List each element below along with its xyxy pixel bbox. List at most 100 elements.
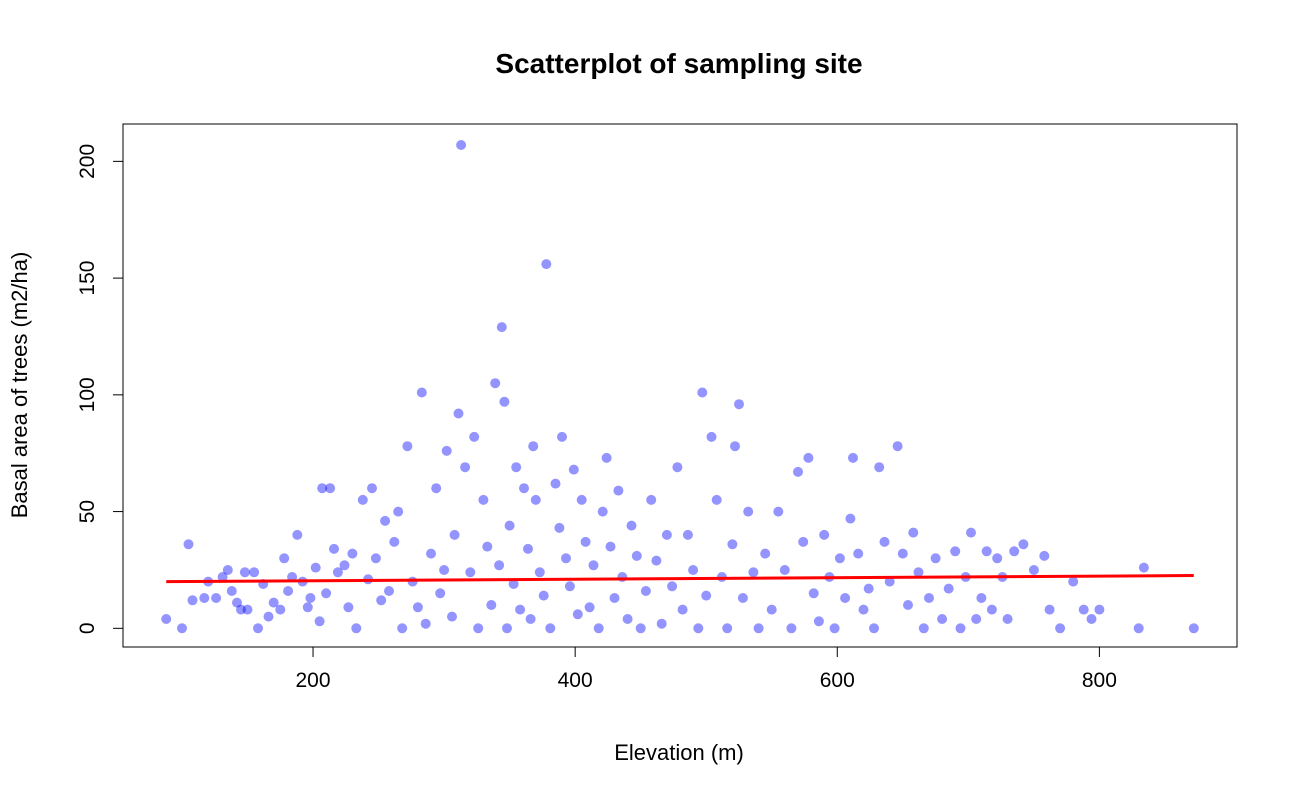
x-axis-label: Elevation (m) xyxy=(614,740,744,765)
x-tick-label: 600 xyxy=(820,669,855,692)
y-tick-label: 50 xyxy=(76,500,99,523)
data-point xyxy=(473,623,484,634)
data-point xyxy=(766,604,777,615)
data-point xyxy=(343,602,354,613)
data-point xyxy=(226,586,237,596)
data-point xyxy=(626,520,637,531)
data-point xyxy=(897,548,908,559)
data-point xyxy=(1078,604,1089,615)
data-point xyxy=(1138,562,1149,573)
data-point xyxy=(439,565,450,575)
data-point xyxy=(478,494,489,505)
data-point xyxy=(380,515,391,526)
data-point xyxy=(431,483,442,494)
x-axis: 200 400 600 800 xyxy=(296,646,1117,692)
data-point xyxy=(711,494,722,505)
data-point xyxy=(682,529,693,540)
data-point xyxy=(635,623,646,634)
x-tick-label: 400 xyxy=(558,669,593,692)
data-point xyxy=(402,441,413,452)
data-point xyxy=(730,441,740,452)
data-point xyxy=(317,483,328,494)
data-point xyxy=(528,441,539,452)
data-point xyxy=(370,553,381,564)
data-point xyxy=(646,494,657,505)
data-point xyxy=(325,483,336,494)
chart-title: Scatterplot of sampling site xyxy=(495,48,862,79)
data-point xyxy=(976,593,987,603)
data-point xyxy=(701,590,712,601)
plot-area-frame xyxy=(122,123,1238,648)
data-point xyxy=(384,586,394,596)
data-point xyxy=(848,452,858,463)
data-point xyxy=(519,483,529,494)
data-point xyxy=(249,567,260,578)
data-point xyxy=(515,604,526,615)
data-point xyxy=(858,604,869,615)
data-point xyxy=(211,593,222,603)
data-point xyxy=(743,506,754,517)
data-point xyxy=(937,614,948,624)
data-point xyxy=(693,623,704,634)
data-point xyxy=(263,611,274,622)
data-point xyxy=(672,462,683,473)
data-point xyxy=(722,623,733,634)
data-point xyxy=(819,529,830,540)
data-point xyxy=(1094,604,1105,615)
data-point xyxy=(275,604,286,615)
data-point xyxy=(798,536,809,547)
data-point xyxy=(177,623,187,634)
data-point xyxy=(393,506,404,517)
data-point xyxy=(966,527,976,538)
data-point xyxy=(588,560,599,571)
data-point xyxy=(734,399,744,410)
data-point xyxy=(593,623,604,634)
data-point xyxy=(688,565,699,575)
data-point xyxy=(840,593,851,603)
data-point xyxy=(572,609,583,620)
data-point xyxy=(496,322,507,333)
data-point xyxy=(803,452,814,463)
data-point xyxy=(697,387,708,398)
data-point xyxy=(530,494,541,505)
data-point xyxy=(753,623,764,634)
data-point xyxy=(329,543,339,554)
data-point xyxy=(557,431,567,442)
data-point xyxy=(441,445,452,456)
data-point xyxy=(420,618,431,629)
data-point xyxy=(460,462,471,473)
data-point xyxy=(1133,623,1144,634)
y-tick-label: 200 xyxy=(76,144,99,179)
data-point xyxy=(482,541,493,552)
data-point xyxy=(651,555,662,566)
data-point xyxy=(617,572,628,582)
x-tick-label: 800 xyxy=(1082,669,1117,692)
data-point xyxy=(239,567,250,578)
data-point xyxy=(1028,565,1039,575)
data-point xyxy=(829,623,840,634)
data-point xyxy=(613,485,624,496)
data-point xyxy=(183,539,194,550)
data-point xyxy=(597,506,608,517)
data-point xyxy=(376,595,387,606)
data-point xyxy=(656,618,667,629)
data-point xyxy=(1044,604,1055,615)
y-tick-label: 150 xyxy=(76,261,99,296)
data-point xyxy=(727,539,738,550)
trend-line xyxy=(166,574,1194,584)
data-point xyxy=(924,593,934,603)
data-point xyxy=(279,553,290,564)
x-tick-label: 200 xyxy=(296,669,331,692)
data-point xyxy=(187,595,198,606)
data-point xyxy=(534,567,545,578)
data-point xyxy=(605,541,616,552)
data-point xyxy=(554,522,565,533)
data-point xyxy=(199,593,210,603)
data-point xyxy=(986,604,997,615)
data-point xyxy=(834,553,845,564)
data-point xyxy=(773,506,784,517)
data-point xyxy=(918,623,929,634)
data-point xyxy=(930,553,941,564)
data-point xyxy=(494,560,505,571)
